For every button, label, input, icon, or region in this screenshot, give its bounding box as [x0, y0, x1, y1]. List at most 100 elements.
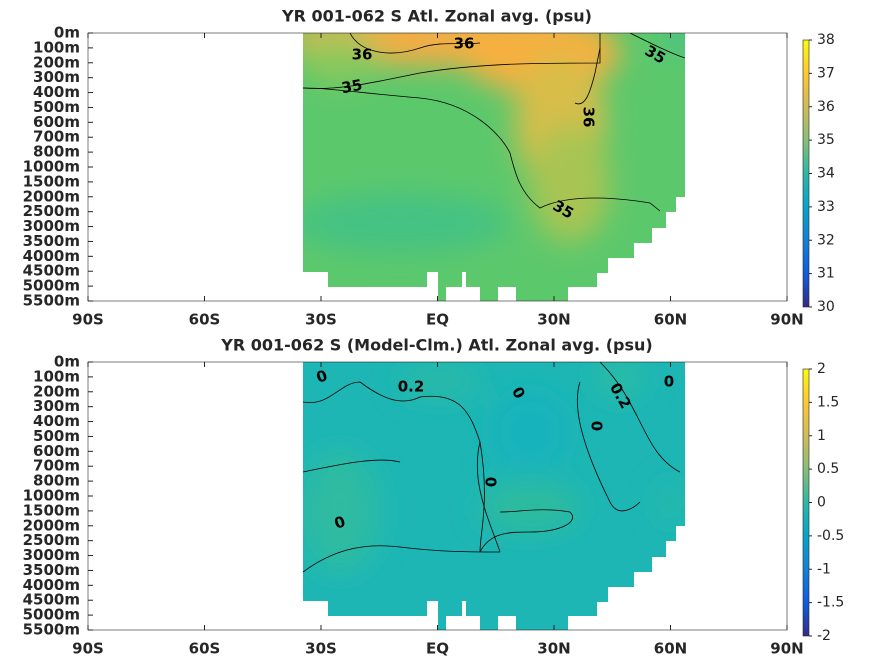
field: [303, 362, 685, 630]
field-blob: [490, 392, 570, 472]
colorbar-tick-label: -1: [817, 561, 831, 577]
contour-label: 36: [454, 35, 475, 53]
contours: [303, 362, 681, 573]
y-tick-label: 200m: [33, 53, 80, 71]
x-tick-label: 90N: [770, 311, 803, 329]
y-tick-label: 4500m: [23, 591, 80, 609]
colorbar-tick-label: 1: [817, 428, 826, 444]
contour-line: [574, 47, 601, 105]
x-tick-label: 90N: [770, 640, 803, 656]
y-tick-label: 3500m: [23, 232, 80, 250]
y-tick-label: 2000m: [23, 187, 80, 205]
x-tick-label: EQ: [426, 640, 449, 656]
contour-label: 0: [664, 373, 674, 391]
contour-label: 0: [482, 477, 500, 487]
y-tick-label: 300m: [33, 68, 80, 86]
y-tick-label: 1000m: [23, 487, 80, 505]
y-tick-label: 5500m: [23, 292, 80, 310]
y-tick-label: 100m: [33, 38, 80, 56]
y-tick-label: 500m: [33, 427, 80, 445]
chart-title: YR 001-062 S Atl. Zonal avg. (psu): [281, 7, 592, 26]
chart-title: YR 001-062 S (Model-Clm.) Atl. Zonal avg…: [220, 336, 652, 355]
y-tick-label: 3000m: [23, 217, 80, 235]
x-tick-label: 90S: [72, 640, 104, 656]
y-tick-label: 2500m: [23, 202, 80, 220]
y-tick-label: 600m: [33, 113, 80, 131]
field-blob: [668, 33, 685, 46]
colorbar-tick-label: 35: [817, 132, 835, 148]
y-tick-label: 1000m: [23, 158, 80, 176]
colorbar-tick-label: 38: [817, 32, 835, 48]
y-tick-label: 5000m: [23, 277, 80, 295]
colorbar-tick-label: 0.5: [817, 461, 839, 477]
contour-line: [303, 87, 661, 212]
y-tick-label: 3500m: [23, 561, 80, 579]
colorbar: [802, 39, 810, 308]
colorbar-tick-label: -2: [817, 628, 831, 644]
y-tick-label: 4000m: [23, 576, 80, 594]
colorbar-tick-label: -1.5: [817, 595, 844, 611]
x-tick-label: 30N: [537, 311, 570, 329]
field-blob: [530, 123, 610, 243]
y-tick-label: 0m: [54, 353, 80, 371]
y-tick-label: 300m: [33, 397, 80, 415]
x-tick-label: 60S: [189, 640, 221, 656]
contour-line: [629, 33, 685, 59]
field-blob: [595, 362, 645, 397]
colorbar-tick-label: 37: [817, 65, 835, 81]
colorbar-tick-label: 34: [817, 166, 835, 182]
x-tick-label: 30S: [305, 640, 337, 656]
contour-line: [349, 33, 481, 54]
x-tick-label: 90S: [72, 311, 104, 329]
colorbar-tick-label: 0: [817, 495, 826, 511]
y-tick-label: 500m: [33, 98, 80, 116]
y-tick-label: 1500m: [23, 172, 80, 190]
y-tick-label: 0m: [54, 24, 80, 42]
contour-line: [303, 33, 601, 89]
y-tick-label: 5500m: [23, 621, 80, 639]
contour-label: 36: [580, 107, 598, 128]
contour-line: [303, 545, 501, 573]
contours: [303, 33, 685, 212]
field-blob: [480, 482, 580, 532]
y-tick-label: 600m: [33, 442, 80, 460]
y-tick-label: 800m: [33, 143, 80, 161]
y-tick-label: 400m: [33, 412, 80, 430]
field-blob: [303, 193, 510, 253]
y-tick-label: 2000m: [23, 516, 80, 534]
y-tick-label: 4500m: [23, 262, 80, 280]
contour-label: 35: [340, 76, 364, 97]
contour-label: 0: [588, 421, 606, 431]
colorbar-tick-label: 33: [817, 199, 835, 215]
x-tick-label: EQ: [426, 311, 449, 329]
y-tick-label: 5000m: [23, 606, 80, 624]
y-tick-label: 100m: [33, 367, 80, 385]
colorbar-tick-label: -0.5: [817, 528, 844, 544]
contour-label: 36: [352, 46, 373, 64]
contour-line: [303, 459, 401, 473]
x-tick-label: 60N: [654, 311, 687, 329]
y-tick-label: 200m: [33, 382, 80, 400]
contour-line: [599, 362, 681, 473]
colorbar-tick-label: 36: [817, 99, 835, 115]
colorbar-tick-label: 1.5: [817, 394, 839, 410]
field-blob: [400, 367, 480, 397]
y-tick-label: 2500m: [23, 531, 80, 549]
x-tick-label: 30N: [537, 640, 570, 656]
field-blobs: [303, 33, 685, 253]
colorbar-tick-label: 32: [817, 232, 835, 248]
colorbar: [802, 368, 810, 637]
y-tick-label: 400m: [33, 83, 80, 101]
colorbar-tick-label: 31: [817, 266, 835, 282]
contour-line: [303, 381, 501, 553]
y-tick-label: 700m: [33, 128, 80, 146]
y-tick-label: 800m: [33, 472, 80, 490]
field: [303, 33, 685, 301]
field-blob: [303, 452, 380, 572]
field-blobs: [303, 362, 680, 572]
contour-line: [576, 381, 641, 512]
x-tick-label: 60N: [654, 640, 687, 656]
colorbar-tick-label: 30: [817, 299, 835, 315]
